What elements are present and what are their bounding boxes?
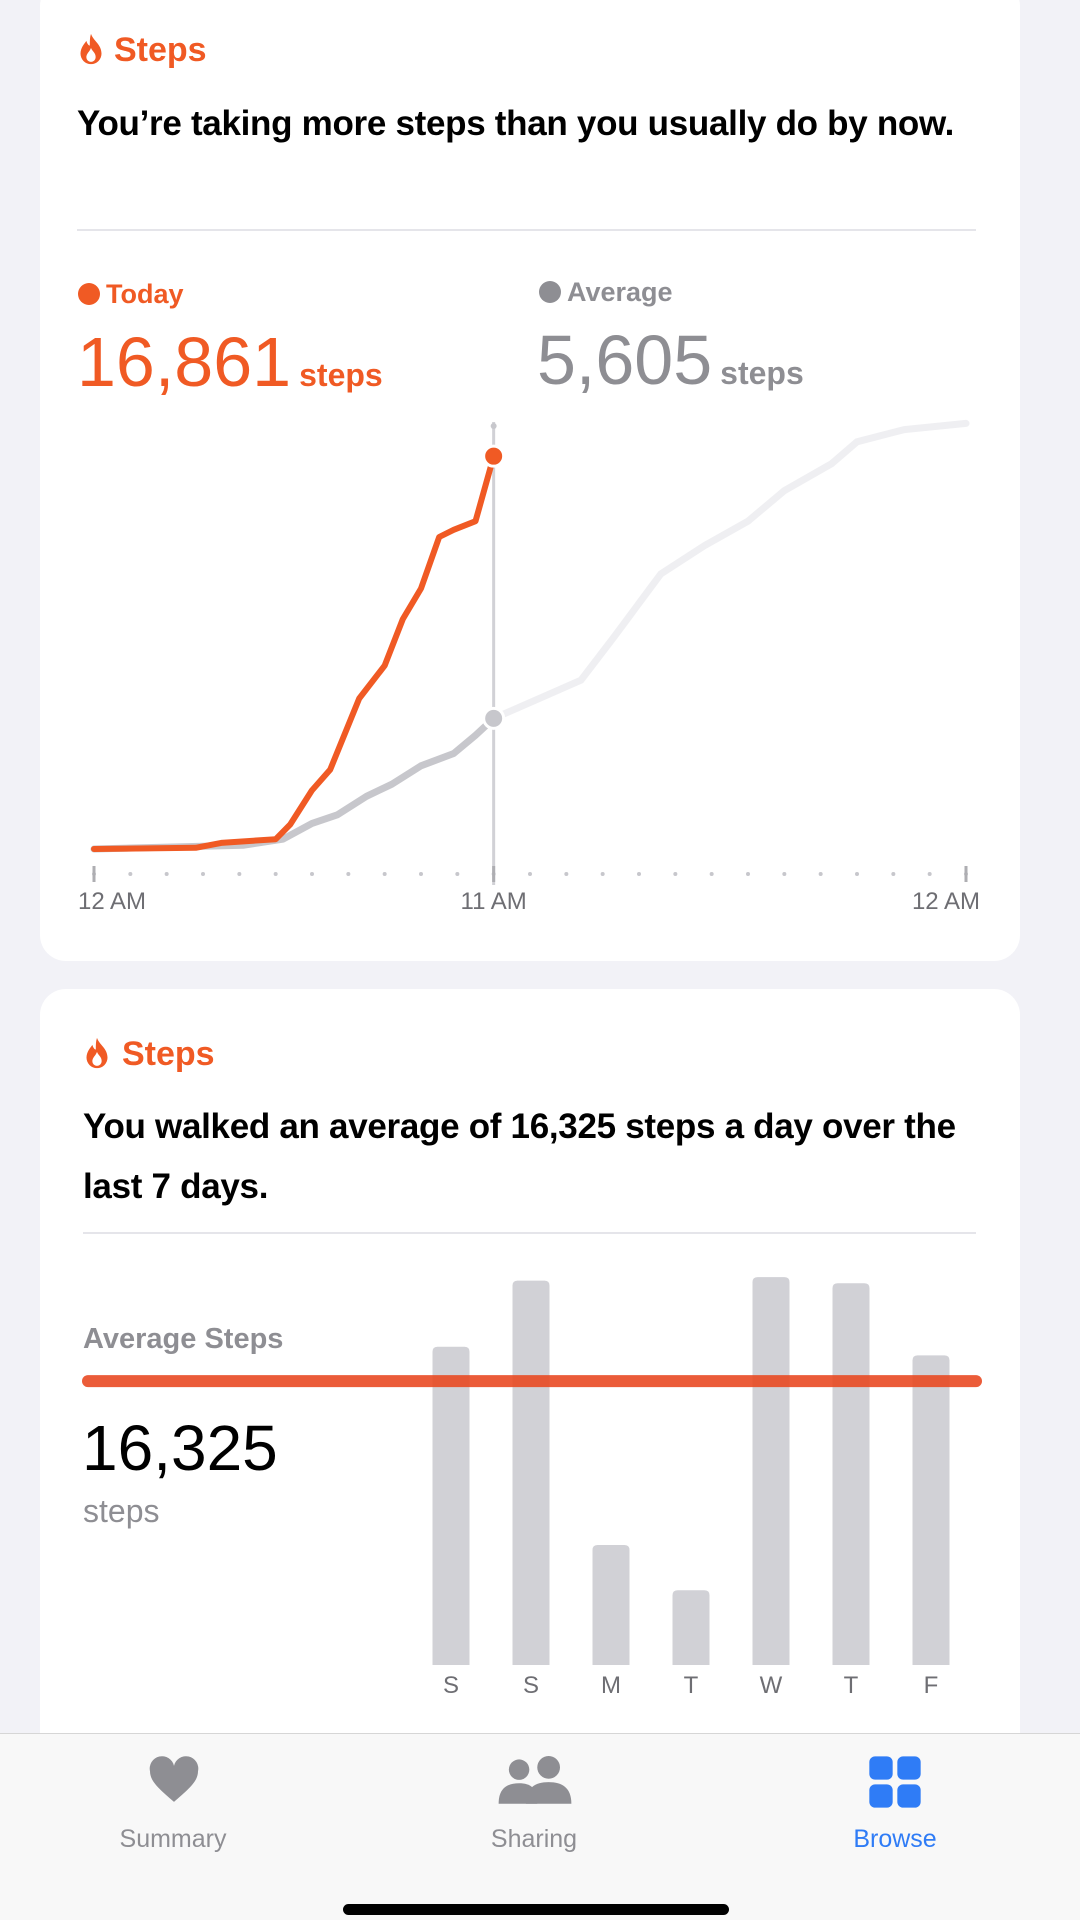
card-title: Steps xyxy=(122,1035,215,1073)
divider xyxy=(83,1232,976,1234)
axis-dot xyxy=(709,872,714,876)
axis-dot xyxy=(673,872,678,876)
average-label: Average Steps xyxy=(83,1323,284,1355)
total-unit: steps xyxy=(299,357,383,393)
series-total: 16,861 steps xyxy=(77,322,383,415)
grid-icon xyxy=(869,1756,921,1808)
bar xyxy=(672,1590,710,1665)
bar xyxy=(832,1283,870,1665)
axis-dot xyxy=(637,872,641,876)
average-line xyxy=(90,419,970,853)
legend-label: Today xyxy=(106,279,184,309)
axis-dot xyxy=(164,872,169,876)
card[interactable] xyxy=(40,0,1020,961)
average-unit: steps xyxy=(83,1493,160,1529)
bar xyxy=(512,1280,550,1665)
x-tick-label: M xyxy=(601,1672,621,1699)
total-unit: steps xyxy=(720,355,804,391)
card-message: You’re taking more steps than you usuall… xyxy=(77,104,955,143)
axis-dot xyxy=(528,872,532,876)
legend-label: Average xyxy=(567,277,673,307)
series-total: 5,605 steps xyxy=(537,320,804,413)
tab-label: Sharing xyxy=(490,1825,578,1853)
today-point xyxy=(482,444,506,468)
bar xyxy=(592,1545,630,1665)
axis-dot xyxy=(746,872,750,876)
legend-entry: Average xyxy=(539,276,673,308)
axis-dot xyxy=(564,872,569,876)
flame-icon xyxy=(86,1037,108,1069)
axis-dot xyxy=(310,872,314,876)
bar xyxy=(752,1277,790,1665)
tab-label: Summary xyxy=(119,1825,227,1853)
divider xyxy=(77,229,976,231)
x-tick-label: F xyxy=(923,1672,939,1699)
x-tick-label: 12 AM xyxy=(911,888,980,915)
average-value: 16,325 xyxy=(82,1412,278,1484)
x-tick-label: S xyxy=(522,1672,539,1699)
axis-dot xyxy=(455,872,460,876)
average-point xyxy=(482,706,506,730)
card-message: You walked an average of 16,325 steps a … xyxy=(83,1107,956,1206)
x-tick-label: W xyxy=(759,1672,783,1699)
axis-dot xyxy=(927,872,932,876)
flame-icon xyxy=(80,33,102,65)
bar xyxy=(912,1355,950,1665)
axis-dot xyxy=(891,872,896,876)
home-indicator xyxy=(343,1904,729,1915)
heart-icon xyxy=(149,1756,199,1802)
people-icon xyxy=(498,1756,572,1804)
tab-label: Browse xyxy=(853,1825,937,1853)
x-tick-label: 12 AM xyxy=(78,888,147,915)
axis-dot xyxy=(201,872,205,876)
axis-dot xyxy=(237,872,242,876)
card-title: Steps xyxy=(114,31,207,69)
axis-dot xyxy=(128,872,133,876)
axis-dot xyxy=(818,872,823,876)
x-tick-label: S xyxy=(442,1672,459,1699)
axis-dot xyxy=(273,872,278,876)
axis-dot xyxy=(855,872,859,876)
x-tick-label: 11 AM xyxy=(460,888,527,915)
total-value: 5,605 xyxy=(537,321,713,399)
today-line xyxy=(91,453,497,852)
axis-dot xyxy=(782,872,787,876)
x-tick-label: T xyxy=(683,1672,699,1699)
axis-dot xyxy=(419,872,423,876)
axis-dot xyxy=(346,872,351,876)
axis-dot xyxy=(382,872,387,876)
legend-entry: Today xyxy=(78,278,184,310)
axis-dot xyxy=(600,872,605,876)
bar xyxy=(432,1346,470,1665)
tab-bar: Summary Sharing Browse xyxy=(0,1733,1080,1920)
x-tick-label: T xyxy=(843,1672,859,1699)
cursor-cap xyxy=(490,423,497,429)
total-value: 16,861 xyxy=(77,323,292,401)
average-line xyxy=(82,1375,982,1388)
